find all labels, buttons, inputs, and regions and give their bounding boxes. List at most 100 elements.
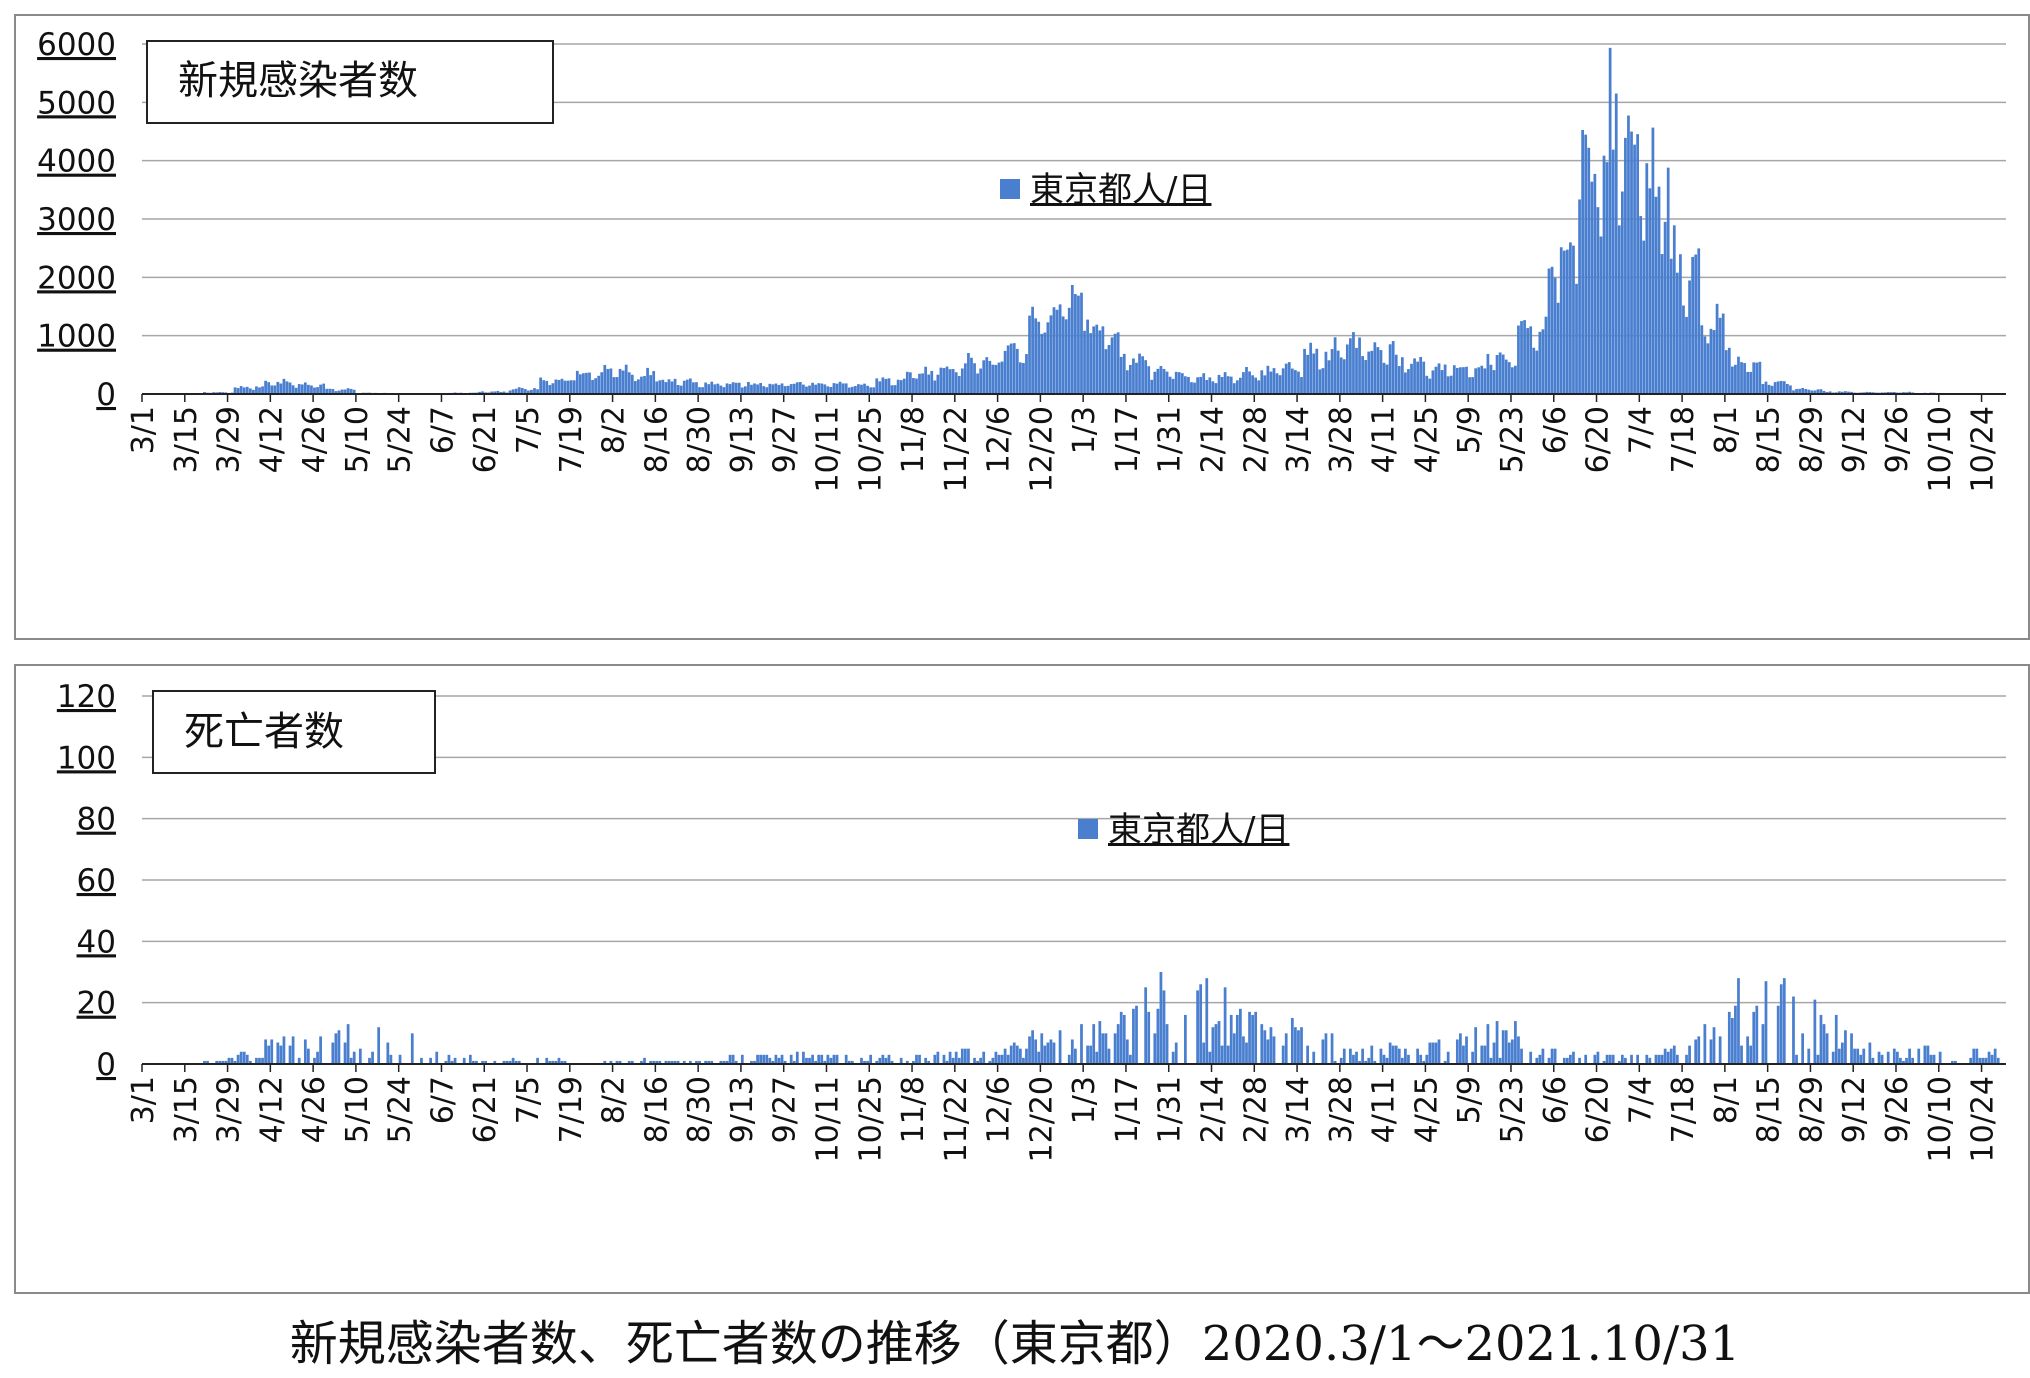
bar	[1553, 1048, 1557, 1064]
bar	[1171, 1051, 1175, 1064]
bar	[1391, 341, 1395, 394]
bar	[569, 380, 573, 394]
y-tick-label: 20	[77, 986, 116, 1022]
bar	[1379, 1048, 1383, 1064]
x-tick-label: 9/26	[1880, 406, 1915, 473]
bar	[1074, 294, 1077, 394]
bar	[685, 379, 689, 394]
bar	[1116, 332, 1120, 394]
bar	[1584, 1054, 1588, 1064]
bar	[1840, 1042, 1844, 1064]
bar	[918, 1054, 921, 1064]
bar	[1367, 1057, 1371, 1064]
bar	[979, 1057, 983, 1064]
bar	[609, 368, 613, 394]
bar	[603, 1060, 607, 1064]
bar	[1135, 1005, 1138, 1064]
bar	[282, 378, 286, 394]
bar	[1605, 1054, 1609, 1064]
bar	[1565, 1057, 1569, 1064]
bar	[1584, 134, 1588, 394]
bar	[795, 382, 799, 394]
bar	[707, 1060, 711, 1064]
y-tick-label: 1000	[37, 319, 116, 355]
bar	[1251, 1014, 1254, 1064]
bar	[1572, 1051, 1575, 1064]
bar	[927, 1060, 931, 1064]
bar	[655, 1060, 659, 1064]
x-tick-label: 5/24	[383, 1076, 418, 1143]
bar	[1358, 1060, 1361, 1064]
y-tick-label: 6000	[37, 27, 116, 63]
bar	[905, 1060, 909, 1064]
bar	[1379, 350, 1383, 394]
bar	[979, 368, 983, 394]
bar	[1486, 1024, 1490, 1064]
bar	[1514, 1021, 1517, 1064]
bar	[578, 374, 582, 394]
bar	[545, 380, 549, 394]
bar	[1000, 361, 1004, 394]
bar	[1663, 221, 1667, 394]
bar	[429, 1057, 432, 1064]
bar	[1837, 391, 1841, 394]
bar	[1119, 1011, 1123, 1064]
bar	[1064, 319, 1068, 394]
y-tick-label: 3000	[37, 202, 116, 238]
bar	[1272, 368, 1276, 394]
bar	[1018, 362, 1022, 394]
bar	[1761, 1024, 1765, 1064]
x-tick-label: 7/4	[1623, 406, 1658, 454]
bar	[945, 366, 949, 394]
bar	[664, 1060, 668, 1064]
bar	[322, 383, 326, 394]
bar	[420, 1057, 423, 1064]
bar	[1223, 987, 1227, 1064]
bar	[973, 363, 976, 394]
x-tick-label: 7/18	[1666, 406, 1701, 473]
bar	[1443, 1060, 1447, 1064]
bar	[1718, 1036, 1722, 1064]
bar	[1083, 330, 1086, 394]
y-tick-label: 120	[57, 679, 116, 715]
bar	[1162, 990, 1166, 1064]
bar	[1648, 188, 1652, 394]
bar	[698, 387, 701, 394]
bar	[747, 381, 750, 394]
bar	[520, 387, 524, 394]
bar	[508, 1060, 512, 1064]
x-tick-label: 2/14	[1196, 406, 1231, 473]
bar	[1333, 1060, 1337, 1064]
bar	[1535, 350, 1539, 394]
bar	[805, 386, 808, 394]
bar	[1627, 115, 1630, 395]
bar	[1431, 1042, 1435, 1064]
bar	[1156, 1008, 1160, 1064]
bar	[1798, 388, 1801, 394]
bar	[545, 1057, 549, 1064]
bar	[1150, 379, 1154, 394]
bar	[1553, 277, 1557, 394]
bar	[1709, 328, 1713, 394]
bar	[1324, 1033, 1328, 1064]
bar	[1804, 388, 1808, 394]
bar	[1541, 1048, 1545, 1064]
bar	[853, 386, 857, 394]
bar	[352, 389, 356, 394]
bar	[1608, 47, 1612, 394]
bar	[1413, 358, 1416, 394]
bar	[307, 384, 310, 394]
bar	[1269, 1027, 1273, 1064]
bar	[502, 1060, 506, 1064]
bar	[942, 1054, 946, 1064]
bar	[1975, 1048, 1979, 1064]
bar	[1385, 1057, 1389, 1064]
bar	[1046, 322, 1050, 394]
x-tick-label: 8/16	[639, 1076, 674, 1143]
cases-chart-panel: 0 1000 2000 3000 4000 5000 6000 3/1 3/15 3/29 4/12…	[14, 14, 2030, 640]
bar	[707, 384, 711, 394]
bar	[1281, 1045, 1285, 1064]
bar	[704, 382, 708, 394]
bar	[997, 1054, 1001, 1064]
bar	[857, 384, 860, 394]
